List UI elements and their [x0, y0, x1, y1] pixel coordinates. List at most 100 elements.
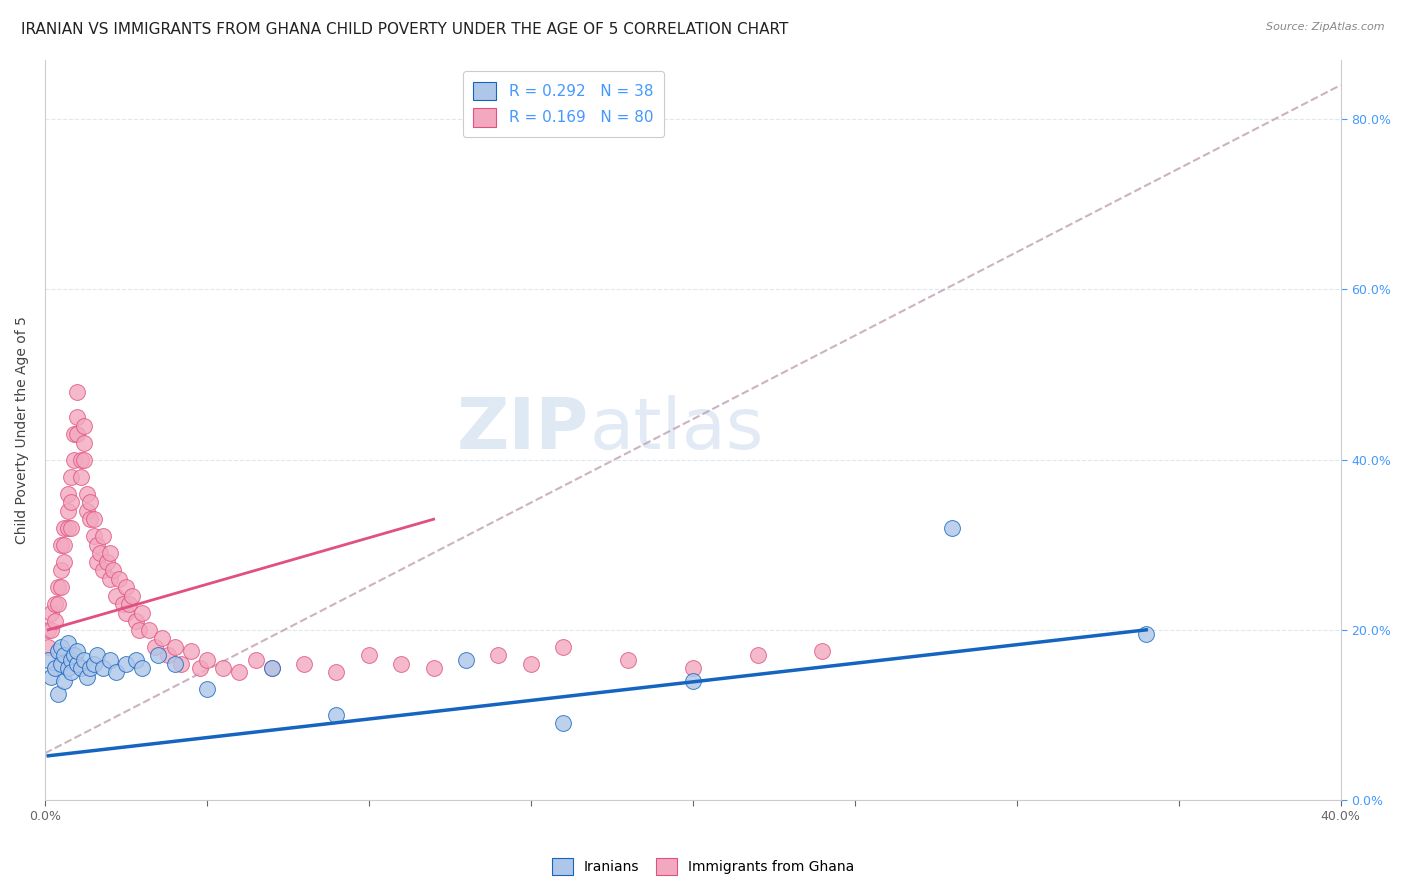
Point: [53, 673, 76, 688]
Point: [292, 657, 315, 671]
Point: [79, 512, 101, 526]
Point: [553, 640, 575, 654]
Point: [128, 623, 150, 637]
Point: [73, 418, 96, 433]
Point: [86, 648, 108, 663]
Point: [143, 640, 166, 654]
Point: [96, 555, 118, 569]
Point: [180, 644, 202, 658]
Point: [69, 469, 91, 483]
Point: [66, 427, 89, 442]
Point: [59, 495, 82, 509]
Point: [51, 580, 73, 594]
Point: [89, 546, 111, 560]
Point: [66, 644, 89, 658]
Text: IRANIAN VS IMMIGRANTS FROM GHANA CHILD POVERTY UNDER THE AGE OF 5 CORRELATION CH: IRANIAN VS IMMIGRANTS FROM GHANA CHILD P…: [21, 22, 789, 37]
Point: [108, 572, 131, 586]
Point: [228, 665, 250, 680]
Point: [98, 652, 121, 666]
Point: [118, 597, 141, 611]
Point: [44, 615, 66, 629]
Point: [747, 648, 769, 663]
Point: [83, 512, 105, 526]
Point: [79, 495, 101, 509]
Point: [41, 606, 63, 620]
Point: [66, 384, 89, 399]
Point: [115, 657, 138, 671]
Point: [325, 708, 347, 723]
Point: [51, 657, 73, 671]
Point: [44, 661, 66, 675]
Point: [86, 538, 108, 552]
Point: [617, 652, 640, 666]
Point: [101, 563, 124, 577]
Point: [124, 615, 146, 629]
Point: [37, 652, 59, 666]
Point: [91, 563, 114, 577]
Legend: Iranians, Immigrants from Ghana: Iranians, Immigrants from Ghana: [547, 853, 859, 880]
Point: [41, 623, 63, 637]
Point: [260, 661, 283, 675]
Point: [76, 670, 98, 684]
Point: [190, 661, 212, 675]
Point: [56, 486, 79, 500]
Y-axis label: Child Poverty Under the Age of 5: Child Poverty Under the Age of 5: [15, 316, 30, 544]
Point: [115, 580, 138, 594]
Point: [56, 521, 79, 535]
Point: [682, 673, 704, 688]
Text: ZIP: ZIP: [457, 395, 589, 465]
Point: [69, 661, 91, 675]
Point: [105, 665, 128, 680]
Point: [115, 606, 138, 620]
Point: [553, 716, 575, 731]
Point: [63, 452, 86, 467]
Point: [53, 521, 76, 535]
Point: [59, 469, 82, 483]
Point: [131, 606, 153, 620]
Point: [163, 640, 186, 654]
Point: [121, 589, 143, 603]
Point: [98, 572, 121, 586]
Point: [46, 580, 69, 594]
Point: [73, 452, 96, 467]
Point: [811, 644, 834, 658]
Point: [66, 410, 89, 425]
Point: [422, 661, 444, 675]
Point: [46, 644, 69, 658]
Point: [53, 538, 76, 552]
Point: [53, 648, 76, 663]
Point: [148, 648, 170, 663]
Point: [44, 597, 66, 611]
Point: [51, 640, 73, 654]
Point: [138, 623, 160, 637]
Point: [389, 657, 412, 671]
Point: [357, 648, 380, 663]
Point: [73, 435, 96, 450]
Point: [105, 589, 128, 603]
Point: [941, 521, 963, 535]
Text: Source: ZipAtlas.com: Source: ZipAtlas.com: [1267, 22, 1385, 32]
Point: [41, 670, 63, 684]
Point: [212, 661, 235, 675]
Point: [91, 529, 114, 543]
Point: [260, 661, 283, 675]
Point: [76, 504, 98, 518]
Point: [157, 648, 180, 663]
Point: [682, 661, 704, 675]
Point: [63, 427, 86, 442]
Point: [111, 597, 134, 611]
Legend: R = 0.292   N = 38, R = 0.169   N = 80: R = 0.292 N = 38, R = 0.169 N = 80: [463, 71, 664, 137]
Point: [73, 652, 96, 666]
Point: [325, 665, 347, 680]
Point: [91, 661, 114, 675]
Point: [59, 521, 82, 535]
Point: [56, 661, 79, 675]
Point: [51, 563, 73, 577]
Point: [37, 640, 59, 654]
Point: [46, 687, 69, 701]
Point: [53, 555, 76, 569]
Text: atlas: atlas: [589, 395, 763, 465]
Point: [131, 661, 153, 675]
Point: [83, 529, 105, 543]
Point: [488, 648, 510, 663]
